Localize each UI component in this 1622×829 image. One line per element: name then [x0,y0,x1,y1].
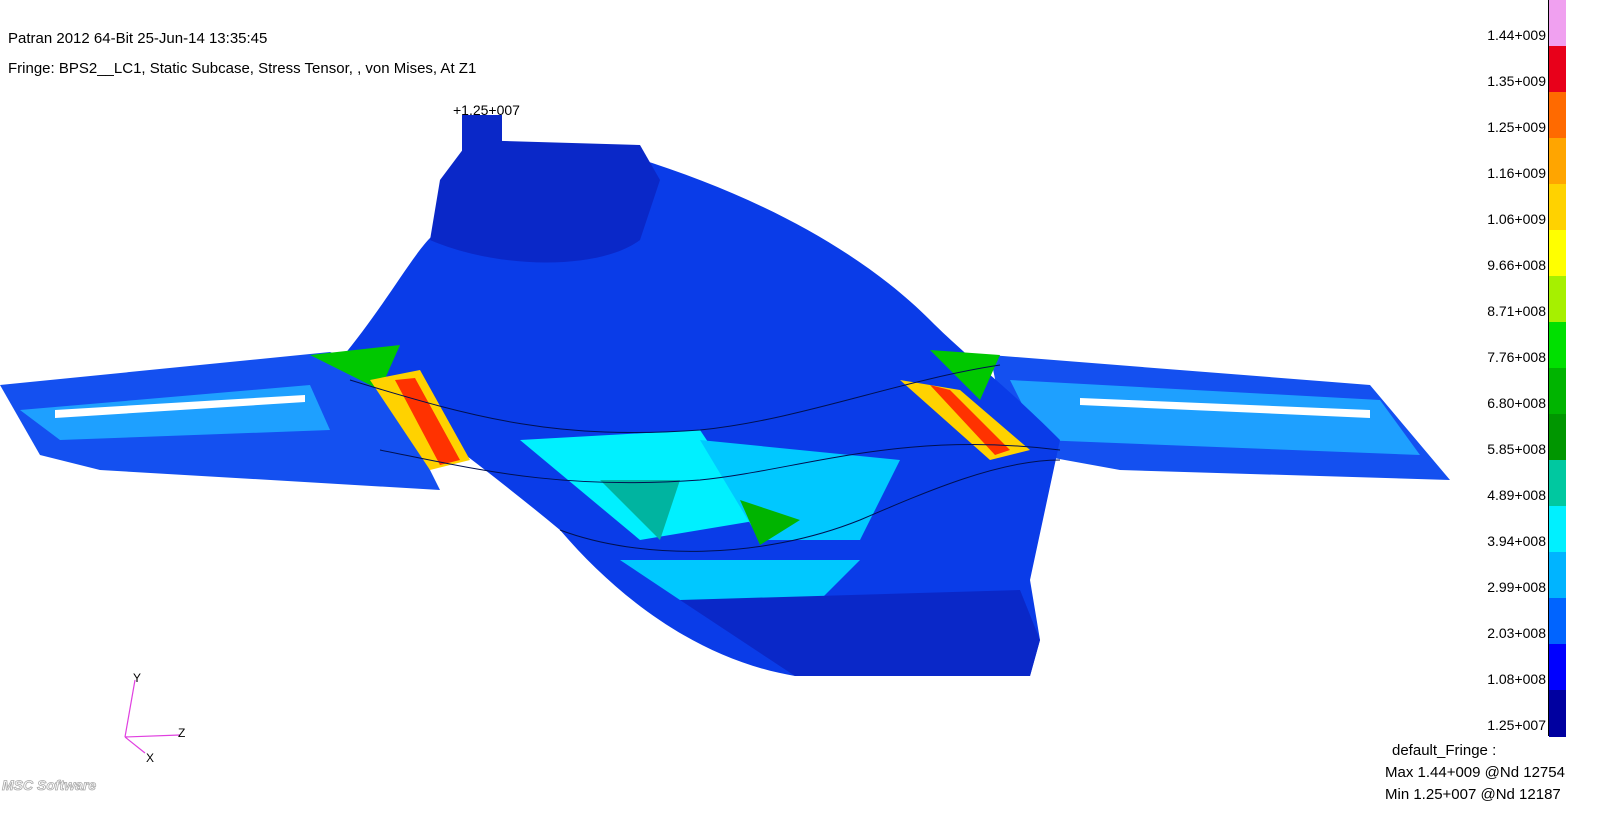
legend-swatch [1549,644,1566,691]
legend-swatch [1549,92,1566,139]
legend-tick-label: 2.99+008 [1487,578,1546,595]
fringe-max: Max 1.44+009 @Nd 12754 [1385,764,1565,781]
legend-tick-label: 5.85+008 [1487,440,1546,457]
axis-z-label: Z [178,726,185,740]
main-body [340,150,1060,676]
axis-triad: Y Z X [124,671,185,765]
right-wing-slot [1080,398,1370,418]
legend-tick-label: 1.25+007 [1487,716,1546,733]
stress-band-teal [600,480,680,540]
fringe-color-bar [1548,0,1566,737]
legend-swatch [1549,276,1566,323]
turret [430,140,660,263]
legend-swatch [1549,552,1566,599]
legend-tick-label: 4.89+008 [1487,486,1546,503]
min-value-marker: +1.25+007 [453,102,520,118]
legend-tick-label: 1.25+009 [1487,118,1546,135]
stress-band-green-1 [740,500,800,545]
right-wing-light-band [1010,380,1420,455]
stress-band-light-1 [620,560,860,600]
shell-edge-2 [379,443,1061,484]
legend-swatch [1549,184,1566,231]
legend-tick-label: 7.76+008 [1487,348,1546,365]
legend-tick-label: 6.80+008 [1487,394,1546,411]
legend-swatch [1549,414,1566,461]
shell-edge-1 [349,364,1001,434]
legend-swatch [1549,46,1566,93]
axis-y-label: Y [133,671,141,685]
legend-swatch [1549,138,1566,185]
axis-x-label: X [146,751,154,765]
legend-tick-label: 1.44+009 [1487,26,1546,43]
legend-swatch [1549,0,1566,47]
header-title: Patran 2012 64-Bit 25-Jun-14 13:35:45 [8,30,268,47]
legend-tick-label: 3.94+008 [1487,532,1546,549]
fringe-name: default_Fringe : [1392,742,1497,759]
legend-swatch [1549,690,1566,737]
shell-edge-3 [559,459,1061,552]
legend-swatch [1549,506,1566,553]
fea-model-view[interactable] [0,0,1540,770]
legend-tick-label: 8.71+008 [1487,302,1546,319]
stress-band-green-right [930,350,1000,400]
legend-swatch [1549,598,1566,645]
legend-swatch [1549,368,1566,415]
legend-swatch [1549,460,1566,507]
legend-tick-label: 1.08+008 [1487,670,1546,687]
fringe-min: Min 1.25+007 @Nd 12187 [1385,786,1561,803]
hotspot-left-red [395,378,460,465]
legend-swatch [1549,230,1566,277]
logo-text: MSC Software [2,777,96,793]
legend-tick-label: 1.16+009 [1487,164,1546,181]
legend-tick-label: 1.06+009 [1487,210,1546,227]
left-wing-slot [55,395,305,418]
turret-stub [462,115,502,155]
legend-tick-label: 1.35+009 [1487,72,1546,89]
legend-tick-label: 9.66+008 [1487,256,1546,273]
legend-swatch [1549,322,1566,369]
msc-software-logo: MSC Software [2,777,97,794]
hotspot-right-red [930,385,1010,455]
legend-tick-label: 2.03+008 [1487,624,1546,641]
fringe-description: Fringe: BPS2__LC1, Static Subcase, Stres… [8,60,477,77]
lower-hull [680,590,1040,676]
